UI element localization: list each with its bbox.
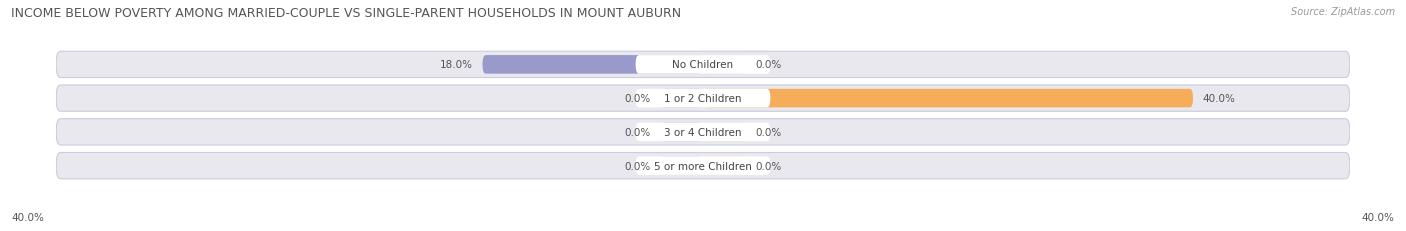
Text: 40.0%: 40.0% bbox=[1362, 212, 1395, 222]
FancyBboxPatch shape bbox=[703, 89, 1192, 108]
Text: 40.0%: 40.0% bbox=[11, 212, 44, 222]
Text: 3 or 4 Children: 3 or 4 Children bbox=[664, 127, 742, 137]
Text: 0.0%: 0.0% bbox=[755, 60, 782, 70]
Text: 5 or more Children: 5 or more Children bbox=[654, 161, 752, 171]
FancyBboxPatch shape bbox=[703, 123, 745, 142]
FancyBboxPatch shape bbox=[56, 52, 1350, 78]
Text: 40.0%: 40.0% bbox=[1202, 94, 1236, 104]
FancyBboxPatch shape bbox=[56, 153, 1350, 179]
Text: 0.0%: 0.0% bbox=[755, 127, 782, 137]
FancyBboxPatch shape bbox=[636, 56, 770, 74]
FancyBboxPatch shape bbox=[661, 157, 703, 175]
Text: 0.0%: 0.0% bbox=[755, 161, 782, 171]
FancyBboxPatch shape bbox=[636, 157, 770, 175]
FancyBboxPatch shape bbox=[661, 89, 703, 108]
Text: 1 or 2 Children: 1 or 2 Children bbox=[664, 94, 742, 104]
Text: Source: ZipAtlas.com: Source: ZipAtlas.com bbox=[1291, 7, 1395, 17]
Text: 0.0%: 0.0% bbox=[624, 94, 651, 104]
Text: 0.0%: 0.0% bbox=[624, 161, 651, 171]
FancyBboxPatch shape bbox=[482, 56, 703, 74]
FancyBboxPatch shape bbox=[636, 123, 770, 142]
FancyBboxPatch shape bbox=[703, 157, 745, 175]
FancyBboxPatch shape bbox=[661, 123, 703, 142]
Text: INCOME BELOW POVERTY AMONG MARRIED-COUPLE VS SINGLE-PARENT HOUSEHOLDS IN MOUNT A: INCOME BELOW POVERTY AMONG MARRIED-COUPL… bbox=[11, 7, 682, 20]
FancyBboxPatch shape bbox=[56, 119, 1350, 145]
Text: 18.0%: 18.0% bbox=[440, 60, 472, 70]
FancyBboxPatch shape bbox=[56, 86, 1350, 112]
Text: 0.0%: 0.0% bbox=[624, 127, 651, 137]
FancyBboxPatch shape bbox=[703, 56, 745, 74]
FancyBboxPatch shape bbox=[636, 89, 770, 108]
Text: No Children: No Children bbox=[672, 60, 734, 70]
